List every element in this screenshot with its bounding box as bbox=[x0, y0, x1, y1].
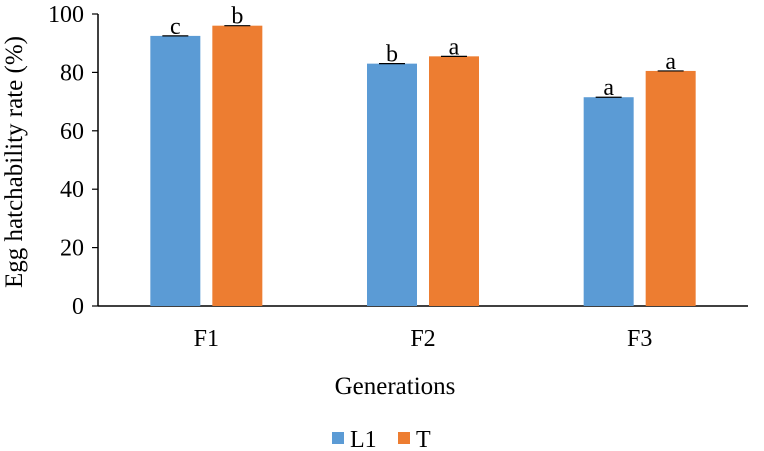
x-tick-label: F2 bbox=[410, 326, 435, 352]
legend-label-l1: L1 bbox=[350, 427, 377, 451]
legend: L1 T bbox=[332, 427, 431, 451]
plot-area: 0 20 40 60 80 100 c b F1 b a F2 a a F3 bbox=[48, 2, 748, 352]
y-tick-label: 0 bbox=[72, 294, 84, 320]
significance-label: a bbox=[449, 34, 460, 60]
bar-l1-f2 bbox=[367, 63, 417, 306]
y-tick-label: 100 bbox=[48, 2, 84, 28]
significance-label: b bbox=[231, 4, 243, 30]
legend-label-t: T bbox=[416, 427, 431, 451]
significance-label: b bbox=[386, 42, 398, 68]
bar-l1-f3 bbox=[583, 97, 634, 306]
legend-swatch-l1 bbox=[332, 432, 344, 444]
significance-label: a bbox=[603, 75, 614, 101]
significance-label: a bbox=[665, 49, 676, 75]
bar-l1-f1 bbox=[150, 35, 201, 307]
significance-label: c bbox=[170, 14, 181, 40]
y-axis-title: Egg hatchability rate (%) bbox=[1, 36, 28, 288]
y-tick-label: 80 bbox=[60, 60, 84, 86]
bar-t-f1 bbox=[212, 25, 263, 307]
y-tick-label: 20 bbox=[60, 236, 84, 262]
x-tick-label: F3 bbox=[627, 326, 652, 352]
bar-t-f2 bbox=[429, 56, 479, 307]
x-axis-title: Generations bbox=[335, 373, 456, 400]
legend-swatch-t bbox=[398, 432, 410, 444]
bar-t-f3 bbox=[645, 70, 696, 306]
y-tick-label: 60 bbox=[60, 119, 84, 145]
x-tick-label: F1 bbox=[194, 326, 219, 352]
y-tick-label: 40 bbox=[60, 177, 84, 203]
